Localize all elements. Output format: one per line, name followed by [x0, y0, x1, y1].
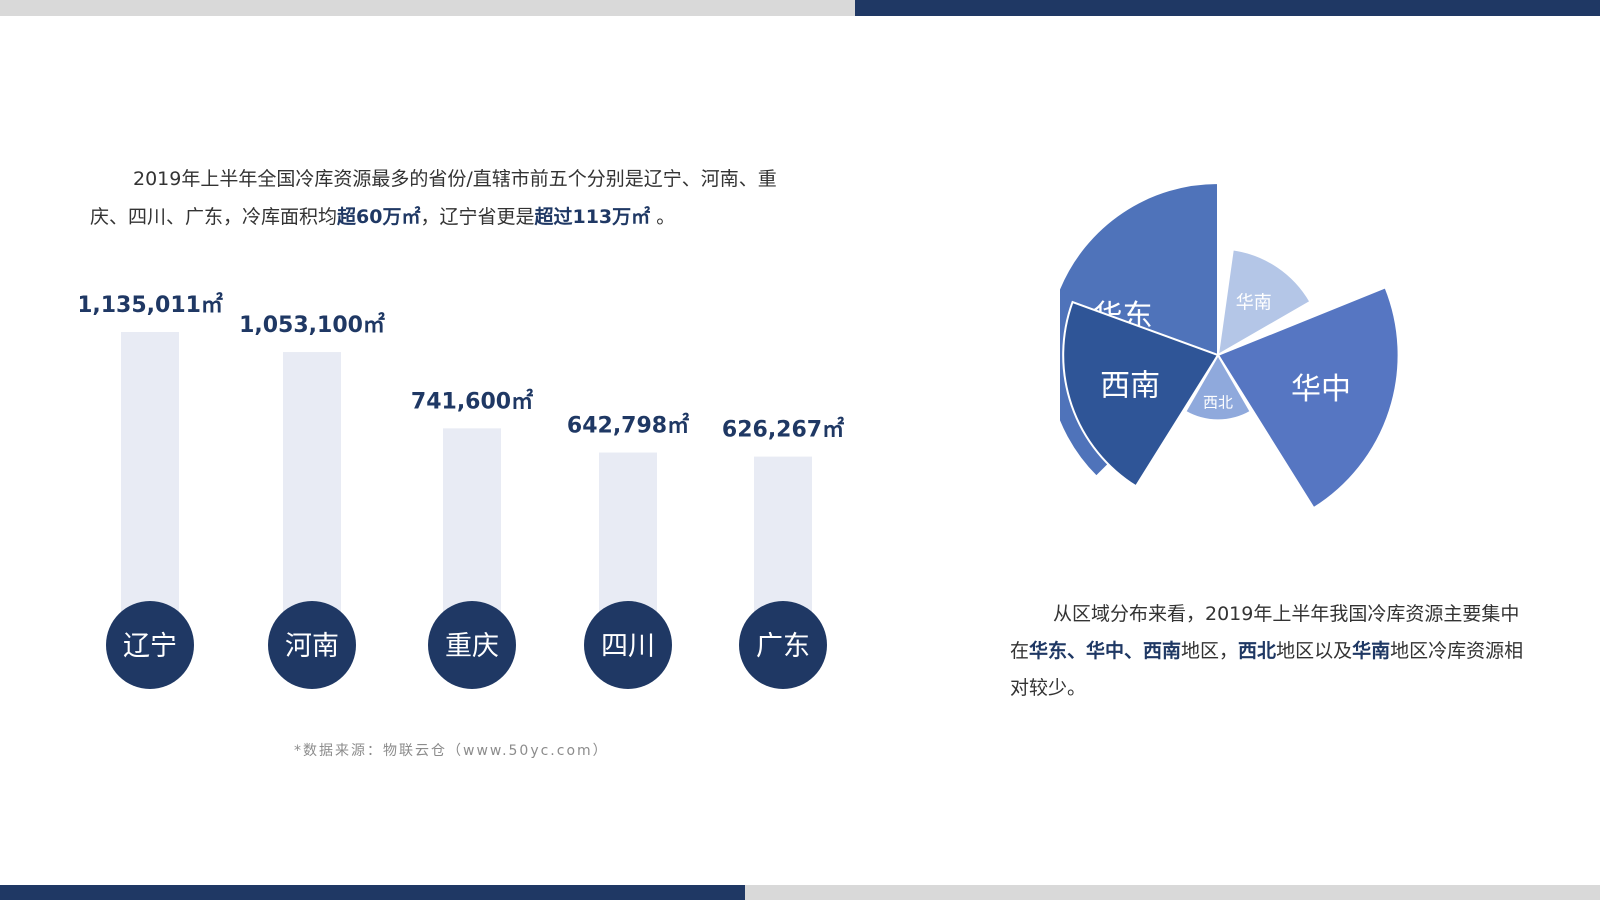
bar-value-label-4: 626,267㎡ — [722, 417, 844, 443]
rose-slice-3 — [1183, 353, 1253, 422]
region-text-4: 地区冷库资源相对较少。 — [1010, 640, 1524, 699]
top-accent-gray — [0, 0, 855, 16]
bottom-accent-gray — [745, 885, 1600, 900]
rose-label-2: 华中 — [1291, 372, 1351, 407]
category-circle-4 — [739, 601, 827, 689]
bar-3 — [599, 452, 657, 620]
bar-0 — [121, 332, 179, 620]
region-text-2: 地区， — [1181, 640, 1239, 662]
bar-value-label-2: 741,600㎡ — [411, 388, 533, 414]
region-text-1: 从区域分布来看，2019年上半年我国冷库资源主要集中在 — [1010, 603, 1520, 662]
bar-value-label-1: 1,053,100㎡ — [239, 312, 385, 338]
bar-1 — [283, 352, 341, 620]
region-bold-1: 华东、华中、西南 — [1029, 640, 1182, 662]
rose-label-3: 西北 — [1203, 393, 1233, 411]
bottom-accent-navy — [0, 885, 745, 900]
bar-4 — [754, 456, 812, 620]
category-circle-1 — [268, 601, 356, 689]
rose-slice-1 — [1216, 248, 1312, 357]
bar-2 — [443, 428, 501, 620]
intro-paragraph: 2019年上半年全国冷库资源最多的省份/直辖市前五个分别是辽宁、河南、重庆、四川… — [90, 160, 810, 236]
region-text-3: 地区以及 — [1276, 640, 1353, 662]
rose-label-1: 华南 — [1236, 292, 1272, 313]
intro-text-2: ，辽宁省更是 — [420, 206, 535, 228]
region-paragraph: 从区域分布来看，2019年上半年我国冷库资源主要集中在华东、华中、西南地区，西北… — [1010, 596, 1530, 707]
rose-label-4: 西南 — [1100, 369, 1160, 404]
rose-slice-2 — [1216, 286, 1400, 510]
bar-value-label-3: 642,798㎡ — [567, 413, 689, 439]
top-accent-navy — [855, 0, 1600, 16]
category-label-4: 广东 — [756, 631, 810, 662]
category-label-3: 四川 — [601, 631, 655, 662]
bar-value-label-0: 1,135,011㎡ — [80, 292, 223, 318]
category-circle-2 — [428, 601, 516, 689]
intro-bold-2: 超过113万㎡ — [534, 206, 651, 228]
intro-bold-1: 超60万㎡ — [337, 206, 421, 228]
category-label-1: 河南 — [285, 631, 339, 662]
intro-text-1: 2019年上半年全国冷库资源最多的省份/直辖市前五个分别是辽宁、河南、重庆、四川… — [90, 168, 777, 228]
intro-text-3: 。 — [650, 206, 676, 228]
data-source-note: *数据来源：物联云仓（www.50yc.com） — [294, 743, 609, 759]
rose-slice-4 — [1062, 300, 1220, 488]
region-bold-3: 华南 — [1352, 640, 1391, 662]
region-bold-2: 西北 — [1238, 640, 1277, 662]
category-label-0: 辽宁 — [123, 631, 177, 662]
category-label-2: 重庆 — [445, 631, 499, 662]
category-circle-0 — [106, 601, 194, 689]
category-circle-3 — [584, 601, 672, 689]
